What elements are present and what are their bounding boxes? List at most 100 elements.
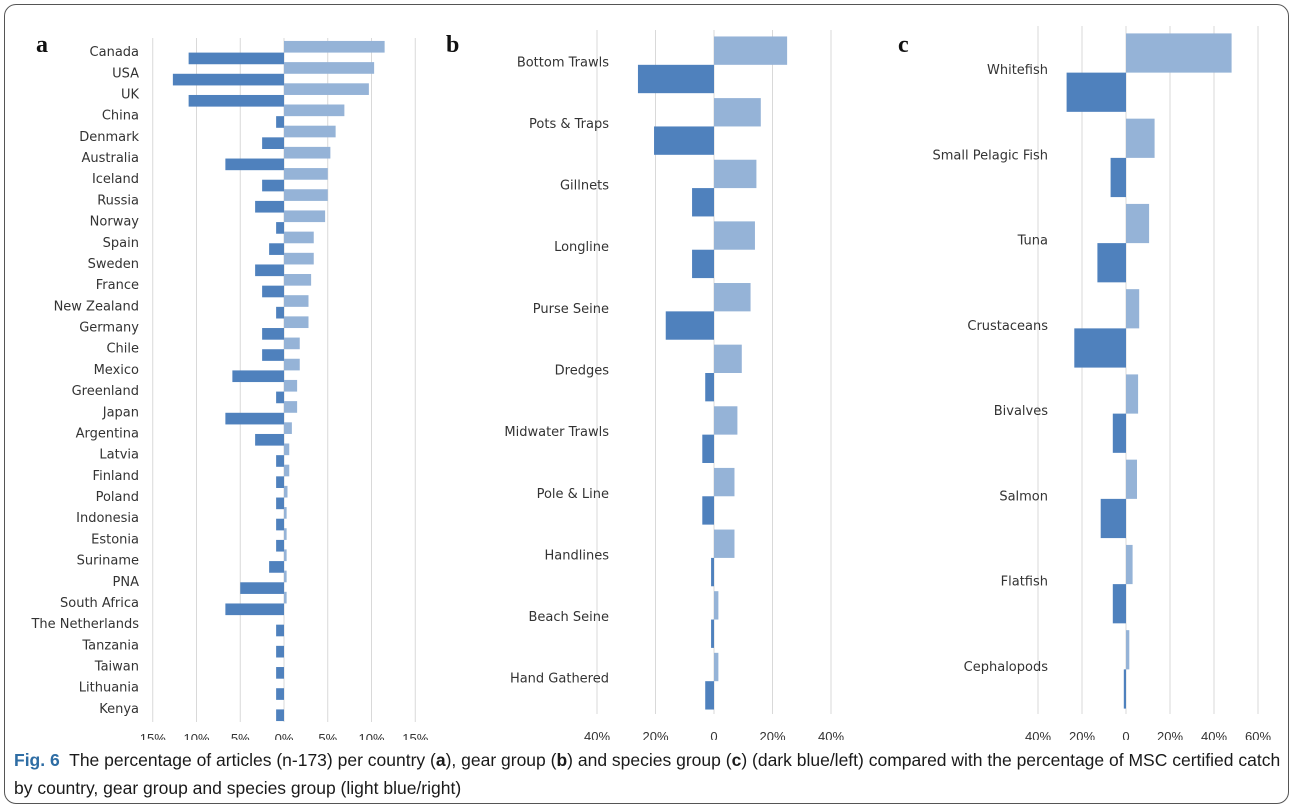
panel-a-msc-bar (284, 189, 328, 201)
panel-a-msc-bar (284, 507, 287, 519)
panel-a-category-label: Russia (97, 193, 139, 208)
panel-a-tick-label: 5% (318, 731, 337, 740)
panel-a-category-label: Poland (96, 490, 139, 505)
figure-charts: 15% 10% 5% 0% 5% 10% 15% a Canada USA UK China Denma… (30, 26, 1271, 740)
panel-a-label: a (36, 32, 48, 58)
panel-c-tick-label: 20% (1069, 729, 1095, 740)
panel-a-category-label: Suriname (77, 554, 139, 569)
panel-a-articles-bar (276, 306, 284, 319)
panel-c-category-label: Salmon (999, 489, 1048, 504)
panel-a-articles-bar (262, 328, 284, 340)
panel-a-articles-bar (225, 603, 284, 616)
panel-c-articles-bar (1100, 498, 1126, 539)
panel-b-category-label: Purse Seine (533, 302, 609, 317)
panel-b-msc-bar (714, 529, 735, 558)
panel-a-articles-bar (188, 94, 284, 107)
panel-a-msc-bar (284, 591, 287, 604)
panel-a-category-label: Norway (90, 215, 140, 230)
panel-b-articles-bar (692, 249, 714, 279)
caption-text-1: The percentage of articles (n-173) per c… (69, 750, 436, 770)
panel-a-category-label: UK (121, 87, 140, 102)
panel-a-msc-bar (284, 295, 309, 307)
panel-a-tick-label: 0% (275, 731, 294, 740)
panel-c-category-label: Cephalopods (964, 660, 1049, 675)
panel-c-label: c (898, 32, 909, 58)
panel-a-category-label: Kenya (99, 702, 139, 717)
panel-b-msc-bar (714, 283, 751, 312)
panel-a-tick-label: 15% (402, 731, 428, 740)
panel-c-category-label: Bivalves (994, 404, 1048, 419)
panel-b-articles-bar (665, 311, 714, 340)
panel-a-articles-bar (262, 179, 284, 192)
panel-b-tick-label: 0 (710, 729, 717, 740)
panel-a-category-label: The Netherlands (30, 617, 139, 632)
panel-b-articles-bar (705, 373, 714, 402)
panel-b-category-label: Hand Gathered (510, 672, 609, 687)
panel-a-msc-bar (284, 443, 290, 456)
panel-b-tick-label: 40% (584, 729, 610, 740)
panel-c-msc-bar (1126, 544, 1133, 585)
panel-a-articles-bar (276, 222, 284, 234)
panel-a-category-label: Estonia (91, 532, 139, 547)
panel-a-articles-bar (262, 137, 284, 149)
panel-a-msc-bar (284, 210, 326, 223)
panel-c-articles-bar (1112, 413, 1126, 453)
panel-b-label: b (446, 32, 459, 58)
caption-panel-a: a (435, 750, 446, 770)
panel-b-tick-label: 40% (818, 729, 844, 740)
panel-a-articles-bar (225, 412, 284, 425)
panel-a-msc-bar (284, 401, 298, 413)
panel-b-category-label: Handlines (545, 548, 610, 563)
panel-a-category-label: Germany (79, 321, 139, 336)
panel-a-category-label: South Africa (60, 596, 139, 611)
panel-a-category-label: PNA (113, 575, 140, 590)
panel-a-category-label: Spain (103, 236, 139, 251)
panel-a-articles-bar (255, 264, 284, 277)
panel-a-tick-label: 5% (231, 731, 250, 740)
panel-a-msc-bar (284, 464, 290, 477)
panel-a-category-label: Chile (106, 342, 139, 357)
panel-a-category-label: New Zealand (54, 299, 139, 314)
panel-a-articles-bar (262, 349, 284, 361)
caption-text-4: ) (dark blue/left) compared with the per… (14, 750, 1281, 798)
panel-c-msc-bar (1126, 33, 1232, 73)
caption-fig-label: Fig. 6 (14, 750, 60, 770)
panel-b-msc-bar (714, 406, 738, 435)
panel-b-articles-bar (705, 681, 714, 710)
panel-a-msc-bar (284, 231, 314, 244)
panel-c-category-label: Crustaceans (967, 319, 1048, 334)
panel-a-articles-bar (276, 624, 284, 637)
panel-a-articles-bar (276, 688, 284, 700)
panel-a-msc-bar (284, 379, 298, 392)
panel-a-articles-bar (188, 52, 284, 65)
panel-a-articles-bar (269, 243, 284, 255)
panel-c-articles-bar (1123, 669, 1126, 709)
panel-b-articles-bar (702, 496, 714, 525)
panel-a-msc-bar (284, 125, 336, 138)
panel-b-category-label: Longline (554, 240, 609, 255)
panel-a-articles-bar (276, 539, 284, 552)
panel-b-msc-bar (714, 98, 761, 127)
panel-c-msc-bar (1126, 459, 1137, 499)
panel-a-articles-bar (276, 709, 284, 722)
panel-a-msc-bar (284, 316, 309, 329)
panel-a-tick-label: 15% (140, 731, 166, 740)
panel-c-category-label: Tuna (1017, 234, 1048, 249)
panel-b-category-label: Gillnets (560, 179, 609, 194)
panel-a-msc-bar (284, 40, 385, 53)
caption-panel-b: b (556, 750, 568, 770)
panel-a-category-label: Finland (93, 469, 139, 484)
panel-b-msc-bar (714, 36, 788, 65)
panel-a-msc-bar (284, 549, 287, 562)
panel-a-articles-bar (276, 455, 284, 467)
panel-c-tick-label: 60% (1245, 729, 1271, 740)
panel-a-msc-bar (284, 168, 328, 180)
panel-c-msc-bar (1126, 289, 1140, 329)
panel-a-articles-bar (255, 200, 284, 213)
panel-a-articles-bar (269, 561, 284, 573)
panel-a-category-label: USA (112, 66, 139, 81)
panel-a-category-label: Greenland (72, 384, 139, 399)
panel-a-articles-bar (276, 518, 284, 531)
panel-b-category-label: Pole & Line (537, 487, 609, 502)
panel-a-tick-label: 10% (183, 731, 209, 740)
